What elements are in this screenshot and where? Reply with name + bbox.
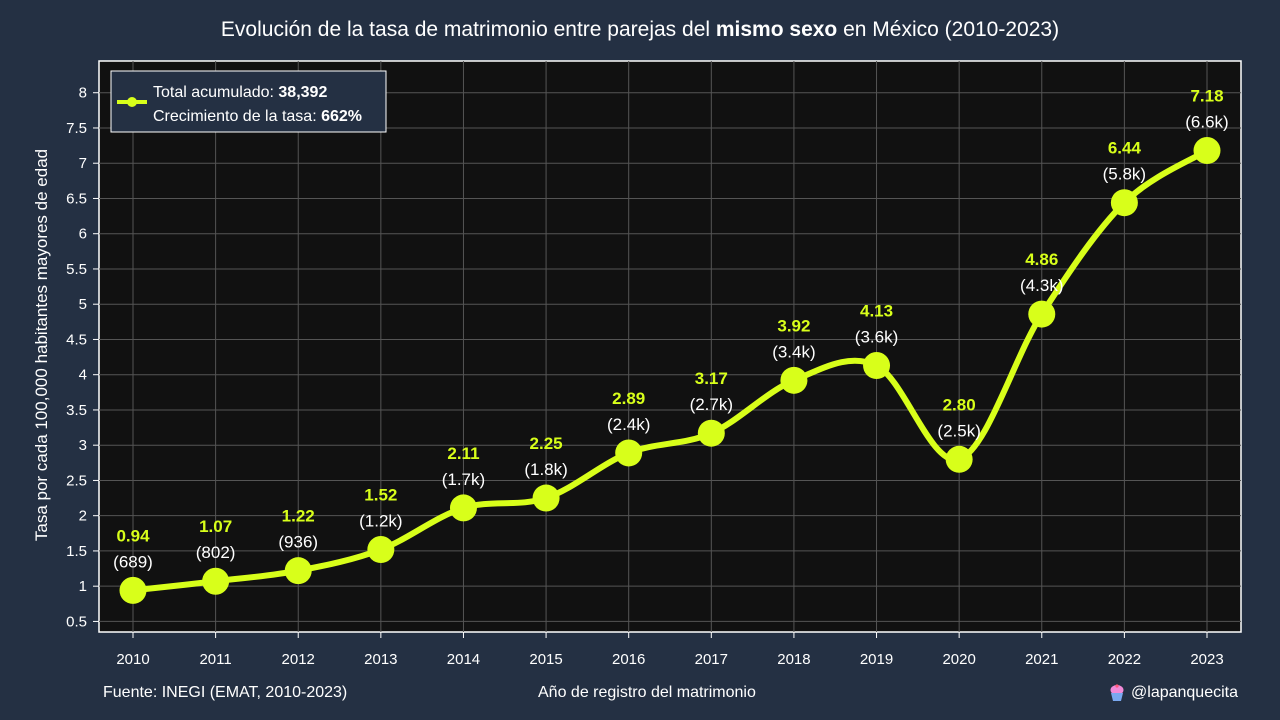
x-tick-label: 2010: [116, 651, 149, 668]
count-label: (5.8k): [1103, 165, 1146, 184]
value-label: 3.92: [777, 316, 810, 335]
count-label: (6.6k): [1185, 113, 1228, 132]
data-point: [1193, 137, 1221, 165]
legend-line1: Total acumulado: 38,392: [153, 84, 327, 101]
count-label: (689): [113, 552, 153, 571]
x-tick-label: 2017: [695, 651, 728, 668]
count-label: (802): [196, 543, 236, 562]
value-label: 1.52: [364, 486, 397, 505]
value-label: 4.13: [860, 302, 893, 321]
legend-line1-value: 38,392: [278, 84, 327, 101]
count-label: (1.8k): [524, 460, 567, 479]
x-tick-label: 2019: [860, 651, 893, 668]
legend-line2: Crecimiento de la tasa: 662%: [153, 108, 362, 125]
title-part1: Evolución de la tasa de matrimonio entre…: [220, 18, 716, 41]
data-point: [284, 557, 312, 585]
data-point: [697, 419, 725, 447]
y-tick-label: 4.5: [66, 331, 87, 348]
y-tick-label: 7: [79, 155, 87, 172]
legend-line2-label: Crecimiento de la tasa:: [153, 108, 321, 125]
value-label: 6.44: [1108, 139, 1142, 158]
data-point: [863, 352, 891, 380]
count-label: (2.4k): [607, 415, 650, 434]
count-label: (936): [278, 533, 318, 552]
y-tick-label: 2: [79, 508, 87, 525]
plot-area: [98, 60, 1242, 633]
y-tick-label: 5.5: [66, 261, 87, 278]
data-point: [532, 484, 560, 512]
y-tick-label: 0.5: [66, 613, 87, 630]
data-point: [367, 536, 395, 564]
title-part2: en México (2010-2023): [837, 18, 1060, 41]
count-label: (1.2k): [359, 512, 402, 531]
data-labels: (689) 0.94 (802) 1.07 (936) 1.22 (1.2k) 1.52 (1.…: [113, 87, 1229, 572]
value-label: 2.80: [943, 395, 976, 414]
series-points: [119, 137, 1221, 604]
value-label: 2.89: [612, 389, 645, 408]
value-label: 7.18: [1190, 87, 1223, 106]
cupcake-icon: [1110, 684, 1124, 701]
source-note: Fuente: INEGI (EMAT, 2010-2023): [103, 684, 348, 701]
chart-title: Evolución de la tasa de matrimonio entre…: [0, 18, 1280, 42]
x-tick-label: 2013: [364, 651, 397, 668]
data-point: [780, 366, 808, 394]
legend-line1-label: Total acumulado:: [153, 84, 278, 101]
x-tick-label: 2015: [529, 651, 562, 668]
legend: Total acumulado: 38,392 Crecimiento de l…: [110, 70, 387, 133]
value-label: 2.11: [447, 444, 479, 463]
count-label: (3.4k): [772, 342, 815, 361]
value-label: 4.86: [1025, 250, 1058, 269]
title-bold: mismo sexo: [715, 18, 838, 41]
count-label: (2.7k): [690, 395, 733, 414]
y-tick-label: 1: [79, 578, 87, 595]
value-label: 0.94: [116, 526, 150, 545]
x-tick-label: 2012: [282, 651, 315, 668]
count-label: (4.3k): [1020, 276, 1063, 295]
legend-box: [110, 70, 387, 133]
count-label: (1.7k): [442, 470, 485, 489]
data-point: [202, 567, 230, 595]
data-point: [449, 494, 477, 522]
count-label: (2.5k): [937, 421, 980, 440]
value-label: 1.07: [199, 517, 232, 536]
x-tick-label: 2022: [1108, 651, 1141, 668]
x-tick-label: 2018: [777, 651, 810, 668]
x-tick-label: 2014: [447, 651, 480, 668]
data-point: [119, 576, 147, 604]
data-point: [615, 439, 643, 467]
y-tick-label: 7.5: [66, 120, 87, 137]
y-tick-label: 3: [79, 437, 87, 454]
y-axis-label: Tasa por cada 100,000 habitantes mayores…: [32, 148, 51, 542]
x-tick-label: 2021: [1025, 651, 1058, 668]
value-label: 3.17: [695, 369, 728, 388]
y-tick-label: 6: [79, 226, 87, 243]
data-point: [1028, 300, 1056, 328]
y-tick-label: 8: [79, 85, 87, 102]
y-tick-label: 1.5: [66, 543, 87, 560]
author-credit: @lapanquecita: [1109, 684, 1238, 702]
x-tick-label: 2016: [612, 651, 645, 668]
x-tick-label: 2011: [199, 651, 231, 668]
x-tick-label: 2023: [1190, 651, 1223, 668]
value-label: 2.25: [530, 434, 563, 453]
y-tick-label: 3.5: [66, 402, 87, 419]
value-label: 1.22: [282, 507, 315, 526]
y-tick-label: 6.5: [66, 190, 87, 207]
author-handle: @lapanquecita: [1131, 684, 1238, 701]
count-label: (3.6k): [855, 328, 898, 347]
legend-line2-value: 662%: [321, 108, 362, 125]
grid: [99, 61, 1241, 632]
y-tick-label: 2.5: [66, 472, 87, 489]
x-axis-label: Año de registro del matrimonio: [538, 684, 756, 701]
y-tick-label: 5: [79, 296, 87, 313]
legend-marker: [127, 97, 137, 107]
x-tick-label: 2020: [942, 651, 975, 668]
y-tick-label: 4: [79, 367, 87, 384]
data-point: [945, 445, 973, 473]
data-point: [1110, 189, 1138, 217]
